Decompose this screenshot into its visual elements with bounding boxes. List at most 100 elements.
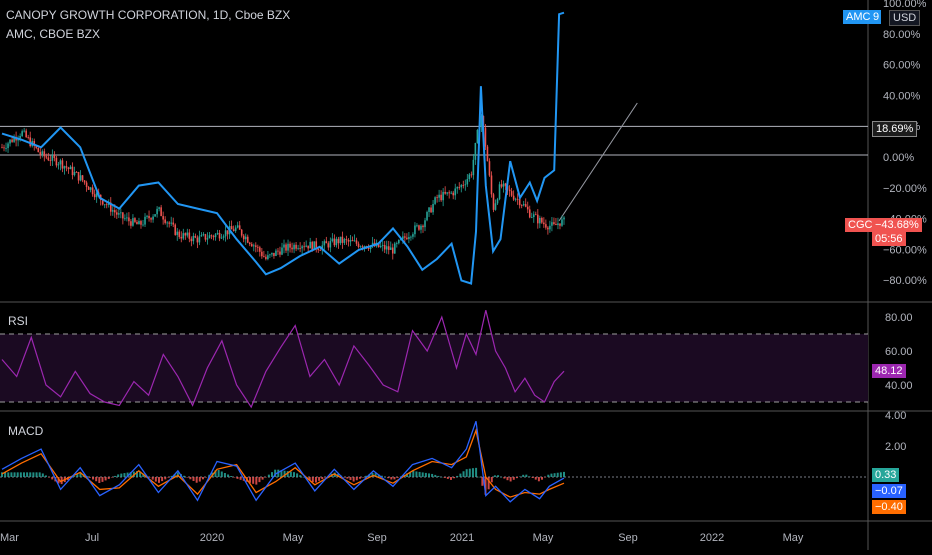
macd-hist-bar: [183, 475, 186, 477]
macd-hist-bar: [490, 477, 493, 483]
macd-hist-bar: [387, 477, 390, 479]
cgc-candle-body: [496, 199, 499, 204]
cgc-candle-body: [327, 243, 330, 248]
cgc-candle-body: [547, 227, 549, 230]
cgc-candle-body: [335, 238, 338, 246]
symbol-title[interactable]: CANOPY GROWTH CORPORATION, 1D, Cboe BZX: [6, 8, 291, 22]
macd-hist-bar: [500, 476, 503, 478]
cgc-candle-body: [39, 152, 42, 155]
macd-hist-bar: [161, 477, 164, 482]
cgc-candle-body: [275, 250, 277, 256]
cgc-candle-body: [218, 232, 221, 239]
macd-hist-bar: [541, 477, 544, 480]
macd-hist-bar: [368, 474, 371, 477]
cgc-candle-body: [79, 175, 82, 181]
cgc-candle-body: [514, 198, 517, 200]
macd-hist-bar: [314, 477, 317, 483]
cgc-candle-body: [561, 219, 563, 226]
cgc-candle-body: [436, 197, 438, 199]
cgc-candle-body: [500, 184, 503, 187]
cgc-candle-body: [355, 240, 358, 244]
cgc-candle-body: [230, 226, 233, 230]
macd-hist-bar: [7, 472, 10, 477]
macd-hist-bar: [283, 470, 286, 477]
cgc-candle-body: [49, 160, 52, 162]
time-tick-label: Sep: [367, 532, 387, 544]
cgc-candle-body: [299, 248, 301, 249]
cgc-candle-body: [192, 235, 195, 242]
cgc-candle-body: [246, 236, 249, 243]
cgc-candle-body: [285, 244, 287, 251]
macd-hist-bar: [217, 470, 220, 477]
macd-hist-bar: [41, 473, 44, 477]
cgc-candle-body: [460, 185, 463, 188]
time-tick-label: May: [283, 532, 304, 544]
macd-hist-bar: [371, 472, 374, 477]
macd-hist-bar: [186, 477, 189, 478]
macd-hist-bar: [358, 477, 361, 479]
cgc-candle-body: [351, 240, 354, 242]
macd-hist-bar: [481, 477, 484, 486]
cgc-candle-body: [87, 186, 90, 190]
macd-hist-bar: [456, 475, 459, 477]
macd-hist-bar: [355, 477, 358, 481]
cgc-candle-body: [448, 192, 450, 194]
macd-hist-bar: [396, 477, 399, 478]
cgc-candle-body: [452, 192, 455, 196]
macd-hist-bar: [296, 473, 299, 477]
cgc-candle-body: [47, 157, 50, 161]
macd-hist-bar: [126, 472, 129, 477]
cgc-candle-body: [208, 235, 211, 239]
time-tick-label: Sep: [618, 532, 638, 544]
time-tick-label: Jul: [85, 532, 99, 544]
cgc-candle-body: [325, 241, 328, 244]
price-tick-label: −80.00%: [883, 275, 927, 287]
macd-pane-title[interactable]: MACD: [8, 424, 44, 438]
cgc-candle-body: [406, 237, 408, 240]
cgc-candle-body: [450, 192, 452, 194]
cgc-candle-body: [518, 198, 521, 206]
cgc-candle-body: [470, 174, 473, 176]
macd-hist-bar: [170, 475, 173, 477]
macd-hist-bar: [343, 477, 346, 478]
cgc-candle-body: [176, 231, 179, 235]
macd-signal-line: [1, 428, 565, 498]
macd-hist-bar: [556, 472, 559, 477]
cgc-candle-body: [444, 191, 446, 194]
rsi-line: [1, 310, 565, 409]
cgc-candle-body: [111, 210, 114, 212]
cgc-candle-body: [387, 246, 390, 250]
cgc-candle-body: [234, 227, 237, 232]
cgc-candle-body: [37, 147, 40, 153]
macd-hist-bar: [79, 472, 82, 477]
macd-hist-bar: [462, 471, 465, 477]
macd-hist-bar: [431, 473, 434, 477]
cgc-candle-body: [59, 160, 62, 165]
macd-hist-bar: [151, 477, 154, 480]
cgc-candle-body: [202, 234, 205, 235]
cgc-candle-body: [464, 184, 467, 186]
cgc-candle-body: [204, 234, 207, 240]
compare-symbol-title[interactable]: AMC, CBOE BZX: [6, 27, 101, 41]
cgc-candle-body: [101, 200, 104, 205]
macd-hist-bar: [148, 477, 151, 478]
cgc-candle-body: [25, 130, 27, 138]
cgc-candle-body: [297, 248, 299, 249]
macd-hist-bar: [292, 472, 295, 477]
cgc-candle-body: [530, 217, 533, 218]
macd-hist-bar: [13, 472, 16, 477]
cgc-candle-body: [91, 187, 94, 195]
cgc-candle-body: [138, 221, 140, 225]
rsi-pane-title[interactable]: RSI: [8, 314, 29, 328]
time-tick-label: 2021: [450, 532, 474, 544]
cgc-candle-body: [510, 191, 513, 196]
macd-hist-bar: [487, 477, 490, 490]
cgc-candle-body: [424, 220, 426, 228]
cgc-candle-body: [271, 252, 273, 255]
macd-hist-bar: [205, 477, 208, 478]
currency-button[interactable]: USD: [889, 10, 921, 26]
cgc-candle-body: [347, 239, 350, 242]
